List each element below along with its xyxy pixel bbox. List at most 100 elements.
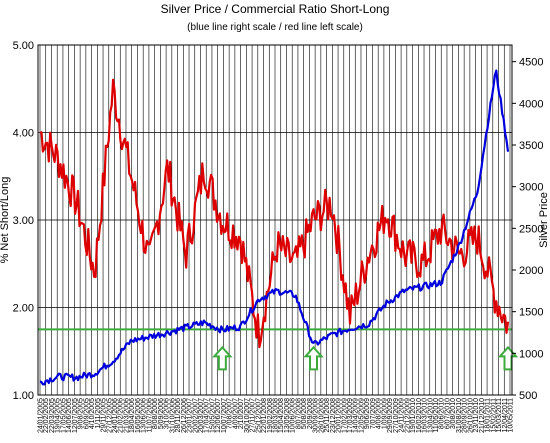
right-tick-label: 1000 [519, 348, 543, 360]
x-tick-label: 17/02/2009 [341, 398, 348, 433]
x-tick-label: 2/10/2007 [238, 398, 245, 429]
x-tick-label: 27/11/2007 [250, 398, 257, 433]
x-tick-label: 20/02/2007 [192, 398, 199, 433]
x-tick-label: 27/12/2005 [106, 398, 113, 433]
x-tick-label: 22/03/2005 [49, 398, 56, 433]
x-tick-label: 8/08/2006 [152, 398, 159, 429]
x-tick-label: 14/04/2009 [353, 398, 360, 433]
x-tick-label: 13/06/2006 [141, 398, 148, 433]
right-tick-label: 4000 [519, 98, 543, 110]
up-arrow-icon [212, 345, 233, 371]
arrow-annotations [212, 345, 519, 371]
x-tick-label: 21/12/2010 [479, 398, 486, 433]
x-tick-label: 18/01/2011 [485, 398, 492, 433]
x-tick-label: 21/03/2006 [123, 398, 130, 433]
x-tick-label: 24/01/2006 [112, 398, 119, 433]
x-tick-label: 15/05/2007 [209, 398, 216, 433]
x-tick-label: 23/12/2008 [330, 398, 337, 433]
x-tick-label: 4/09/2007 [232, 398, 239, 429]
x-tick-label: 24/01/2005 [38, 398, 45, 433]
x-tick-label: 10/05/2011 [508, 398, 515, 433]
x-tick-label: 22/02/2005 [43, 398, 50, 433]
x-tick-label: 18/03/2008 [273, 398, 280, 433]
x-tick-label: 6/09/2005 [83, 398, 90, 429]
x-tick-label: 7/08/2007 [227, 398, 234, 429]
x-tick-label: 22/01/2008 [261, 398, 268, 433]
up-arrow-icon [303, 345, 324, 371]
x-tick-label: 21/02/2006 [118, 398, 125, 433]
x-tick-label: 15/04/2008 [278, 398, 285, 433]
x-tick-label: 1/11/2005 [95, 398, 102, 429]
x-tick-label: 14/06/2005 [66, 398, 73, 433]
x-tick-label: 5/09/2006 [158, 398, 165, 429]
x-tick-label: 30/09/2008 [313, 398, 320, 433]
right-tick-label: 500 [519, 390, 537, 402]
x-tick-label: 28/11/2006 [175, 398, 182, 433]
x-tick-label: 23/11/2010 [473, 398, 480, 433]
x-tick-label: 5/08/2008 [301, 398, 308, 429]
right-axis-label: Silver Price [538, 192, 550, 248]
x-tick-label: 15/02/2011 [490, 398, 497, 433]
x-tick-label: 19/01/2010 [410, 398, 417, 433]
left-tick-label: 5.00 [13, 40, 34, 52]
x-tick-label: 12/05/2009 [358, 398, 365, 433]
x-tick-label: 17/04/2007 [204, 398, 211, 433]
x-tick-label: 23/01/2007 [187, 398, 194, 433]
x-tick-label: 2/09/2008 [307, 398, 314, 429]
x-tick-label: 27/10/2009 [393, 398, 400, 433]
x-tick-label: 31/10/2006 [169, 398, 176, 433]
x-tick-label: 9/08/2005 [78, 398, 85, 429]
x-tick-label: 31/08/2010 [456, 398, 463, 433]
x-tick-label: 9/06/2009 [364, 398, 371, 429]
x-axis-ticks: 24/01/200522/02/200522/03/200519/04/2005… [38, 398, 515, 433]
x-tick-label: 11/07/2006 [146, 398, 153, 433]
x-tick-label: 11/05/2010 [433, 398, 440, 433]
x-tick-label: 4/10/2005 [89, 398, 96, 429]
x-tick-label: 16/02/2010 [416, 398, 423, 433]
x-tick-label: 28/10/2008 [318, 398, 325, 433]
series-lines [39, 69, 510, 386]
x-tick-label: 25/11/2008 [324, 398, 331, 433]
x-tick-label: 17/03/2009 [347, 398, 354, 433]
right-tick-label: 3500 [519, 140, 543, 152]
x-tick-label: 8/07/2008 [295, 398, 302, 429]
x-tick-label: 29/09/2009 [387, 398, 394, 433]
right-tick-label: 3000 [519, 182, 543, 194]
right-tick-label: 2000 [519, 265, 543, 277]
x-tick-label: 22/12/2009 [404, 398, 411, 433]
x-tick-label: 10/06/2008 [290, 398, 297, 433]
x-tick-label: 28/09/2010 [462, 398, 469, 433]
x-tick-label: 29/11/2005 [101, 398, 108, 433]
left-tick-label: 3.00 [13, 215, 34, 227]
plot-frame [37, 44, 513, 396]
left-axis-ticks: 1.00 2.00 3.00 4.00 5.00 [13, 40, 34, 402]
x-tick-label: 19/02/2008 [267, 398, 274, 433]
x-tick-label: 7/07/2009 [370, 398, 377, 429]
x-tick-label: 20/01/2009 [336, 398, 343, 433]
x-tick-label: 6/07/2010 [444, 398, 451, 429]
right-tick-label: 4500 [519, 57, 543, 69]
red-ratio-line [39, 78, 510, 349]
chart-subtitle: (blue line right scale / red line left s… [187, 22, 363, 33]
x-tick-label: 16/05/2006 [135, 398, 142, 433]
x-tick-label: 10/07/2007 [221, 398, 228, 433]
x-tick-label: 12/04/2011 [502, 398, 509, 433]
x-tick-label: 12/06/2007 [215, 398, 222, 433]
chart-title: Silver Price / Commercial Ratio Short-Lo… [161, 2, 390, 16]
up-arrow-icon [497, 345, 519, 371]
x-tick-label: 13/05/2008 [284, 398, 291, 433]
right-tick-label: 2500 [519, 223, 543, 235]
x-tick-label: 25/12/2007 [255, 398, 262, 433]
x-tick-label: 3/10/2006 [164, 398, 171, 429]
x-tick-label: 16/03/2010 [422, 398, 429, 433]
left-axis-label: % Net Short/Long [0, 177, 11, 264]
x-tick-label: 19/04/2005 [55, 398, 62, 433]
x-tick-label: 20/03/2007 [198, 398, 205, 433]
x-tick-label: 4/08/2009 [376, 398, 383, 429]
x-tick-label: 13/04/2010 [427, 398, 434, 433]
x-tick-label: 18/04/2006 [129, 398, 136, 433]
left-tick-label: 4.00 [13, 128, 34, 140]
left-tick-label: 2.00 [13, 303, 34, 315]
right-tick-label: 1500 [519, 307, 543, 319]
